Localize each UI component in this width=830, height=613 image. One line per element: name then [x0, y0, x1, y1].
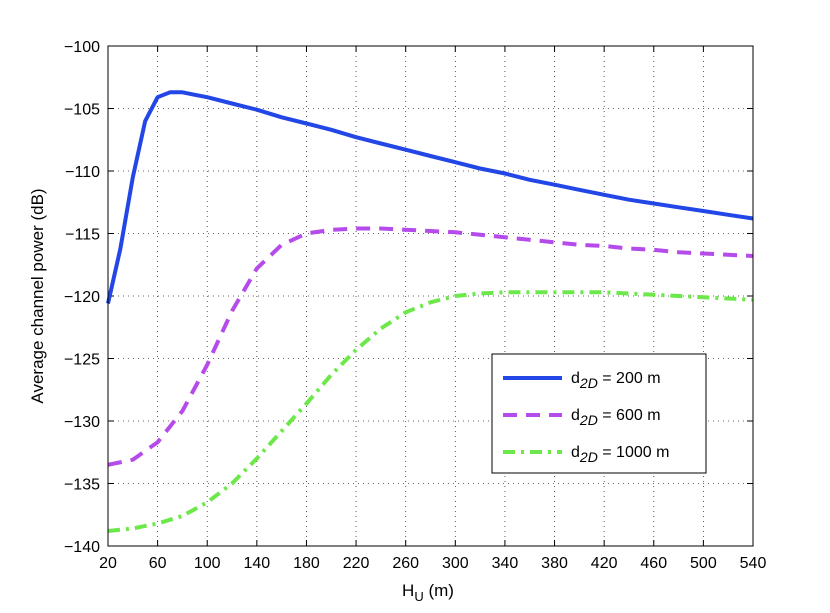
- y-tick-label: −100: [64, 39, 100, 56]
- series-line-2: [107, 226, 754, 467]
- x-tick-label: 140: [243, 555, 270, 572]
- y-tick-labels: −100 −105 −110 −115 −120 −125 −130 −135 −140: [64, 39, 100, 556]
- y-tick-label: −125: [64, 352, 100, 369]
- x-tick-label: 100: [194, 555, 221, 572]
- legend: d2D = 200 m d2D = 600 m d2D = 1000 m: [491, 353, 707, 474]
- y-tick-label: −110: [65, 164, 100, 181]
- x-tick-label: 380: [541, 555, 568, 572]
- y-tick-label: −115: [65, 227, 100, 244]
- legend-label-1: d2D = 200 m: [571, 370, 661, 391]
- x-tick-label: 540: [740, 555, 767, 572]
- x-tick-label: 60: [149, 555, 167, 572]
- y-tick-label: −130: [64, 414, 100, 431]
- series-line-1: [106, 90, 754, 304]
- y-tick-label: −140: [64, 539, 100, 556]
- y-tick-label: −135: [64, 477, 100, 494]
- legend-label-3: d2D = 1000 m: [571, 444, 669, 465]
- x-tick-label: 420: [591, 555, 618, 572]
- y-tick-label: −120: [64, 289, 100, 306]
- legend-label-2: d2D = 600 m: [571, 407, 661, 428]
- x-tick-label: 20: [99, 555, 117, 572]
- x-tick-label: 260: [392, 555, 419, 572]
- x-tick-label: 340: [492, 555, 519, 572]
- series-lines: [106, 90, 754, 533]
- y-tick-label: −105: [64, 102, 100, 119]
- x-tick-label: 220: [343, 555, 370, 572]
- x-tick-labels: 20 60 100 140 180 220 260 300 340 380 420 460 500 540: [99, 555, 766, 572]
- x-tick-label: 180: [293, 555, 320, 572]
- series-line-3: [107, 290, 754, 533]
- y-axis-label: Average channel power (dB): [28, 188, 47, 403]
- x-axis-label: HU (m): [402, 581, 454, 604]
- x-tick-label: 500: [690, 555, 717, 572]
- axes-frame: [107, 45, 754, 547]
- x-tick-label: 460: [640, 555, 667, 572]
- x-tick-label: 300: [442, 555, 469, 572]
